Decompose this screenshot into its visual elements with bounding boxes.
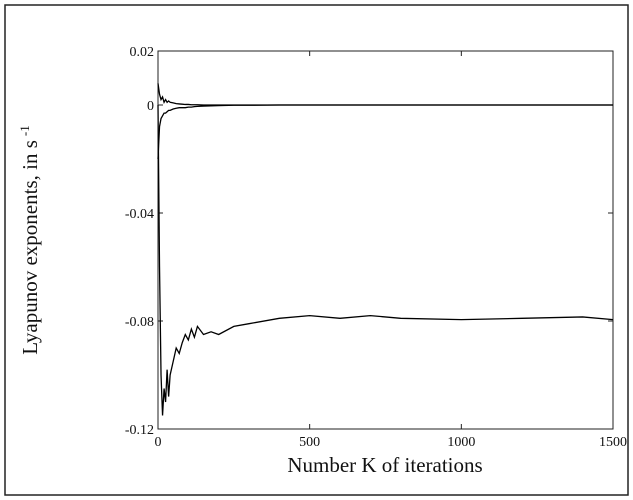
y-tick-label: 0.02 bbox=[130, 45, 155, 60]
line-series bbox=[157, 104, 613, 160]
outer-frame bbox=[4, 4, 629, 496]
line-series bbox=[157, 83, 613, 106]
y-axis-label-sup: -1 bbox=[17, 125, 32, 136]
x-tick-label: 1000 bbox=[447, 435, 475, 450]
plot-frame bbox=[157, 50, 614, 430]
y-axis-label: Lyapunov exponents, in s -1 bbox=[17, 125, 42, 355]
x-tick-label: 0 bbox=[155, 435, 162, 450]
x-axis-label: Number K of iterations bbox=[287, 453, 482, 477]
line-series bbox=[157, 104, 614, 416]
x-tick-label: 1500 bbox=[599, 435, 627, 450]
y-tick-label: -0.12 bbox=[125, 423, 154, 438]
x-tick-label: 500 bbox=[299, 435, 320, 450]
y-tick-label: 0 bbox=[147, 99, 154, 114]
y-tick-label: -0.08 bbox=[125, 315, 154, 330]
y-axis-label-main: Lyapunov exponents, in s bbox=[18, 140, 42, 355]
y-tick-label: -0.04 bbox=[125, 207, 154, 222]
